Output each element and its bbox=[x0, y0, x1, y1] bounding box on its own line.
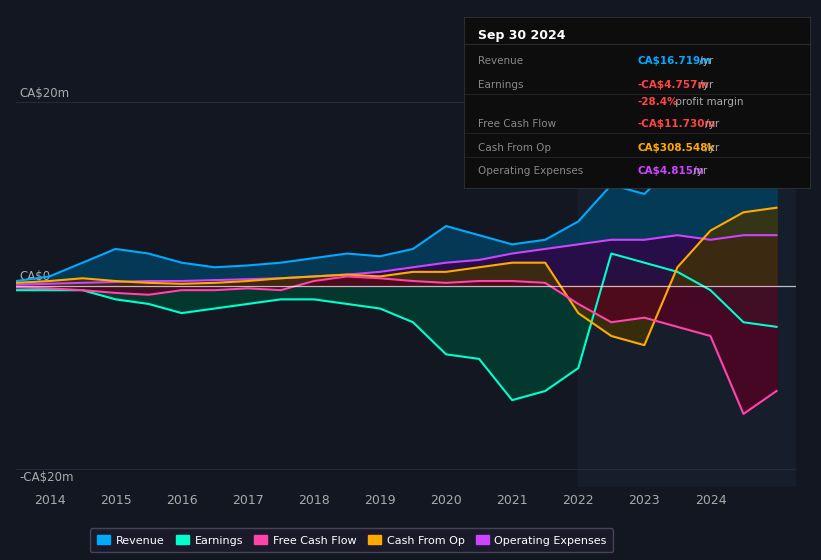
Text: CA$4.815m: CA$4.815m bbox=[637, 166, 704, 175]
Text: /yr: /yr bbox=[702, 119, 719, 129]
Text: Earnings: Earnings bbox=[478, 80, 523, 90]
Bar bbox=[578, 84, 796, 487]
Text: /yr: /yr bbox=[696, 80, 713, 90]
Text: /yr: /yr bbox=[690, 166, 708, 175]
Legend: Revenue, Earnings, Free Cash Flow, Cash From Op, Operating Expenses: Revenue, Earnings, Free Cash Flow, Cash … bbox=[90, 529, 613, 552]
Text: /yr: /yr bbox=[696, 56, 713, 66]
Text: Free Cash Flow: Free Cash Flow bbox=[478, 119, 556, 129]
Text: -CA$4.757m: -CA$4.757m bbox=[637, 80, 709, 90]
Text: CA$0: CA$0 bbox=[20, 270, 51, 283]
Text: Sep 30 2024: Sep 30 2024 bbox=[478, 29, 565, 42]
Text: -28.4%: -28.4% bbox=[637, 97, 677, 107]
Text: Cash From Op: Cash From Op bbox=[478, 143, 551, 153]
Text: -CA$20m: -CA$20m bbox=[20, 472, 74, 484]
Text: CA$20m: CA$20m bbox=[20, 87, 70, 100]
Text: Revenue: Revenue bbox=[478, 56, 523, 66]
Text: /yr: /yr bbox=[702, 143, 719, 153]
Text: profit margin: profit margin bbox=[672, 97, 744, 107]
Text: CA$16.719m: CA$16.719m bbox=[637, 56, 711, 66]
Text: CA$308.548k: CA$308.548k bbox=[637, 143, 714, 153]
Text: Operating Expenses: Operating Expenses bbox=[478, 166, 583, 175]
Text: -CA$11.730m: -CA$11.730m bbox=[637, 119, 715, 129]
